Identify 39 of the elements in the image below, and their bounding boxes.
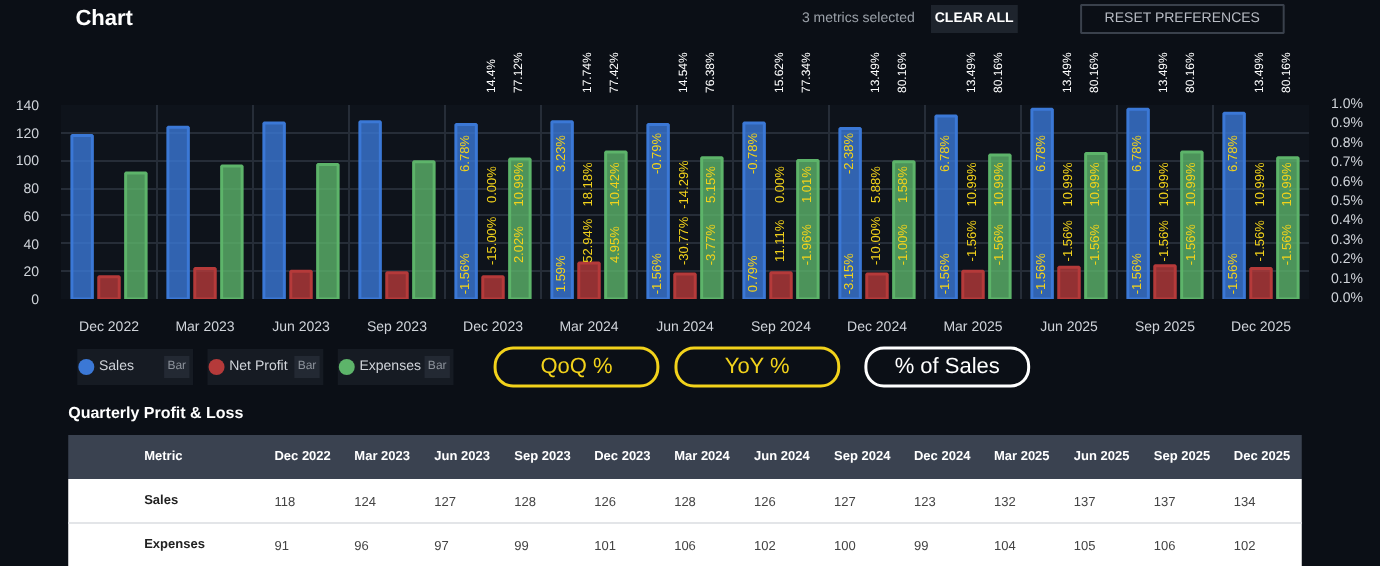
bar [289, 269, 313, 299]
bar [577, 261, 601, 299]
bar [385, 271, 409, 299]
bar [262, 121, 286, 299]
bar [412, 160, 436, 299]
bar [550, 120, 574, 299]
bar [454, 122, 478, 299]
bar [193, 267, 217, 299]
bar [124, 171, 148, 299]
bar [220, 164, 244, 299]
bar [481, 275, 505, 299]
bar [892, 160, 916, 299]
bar [166, 125, 190, 299]
bar [646, 122, 670, 299]
bar [604, 150, 628, 299]
text: % of Sales [894, 355, 1001, 379]
bar [1249, 267, 1273, 299]
bar [316, 163, 340, 299]
bar [1057, 265, 1081, 299]
bar [742, 121, 766, 299]
bar [796, 158, 820, 299]
bar [865, 272, 889, 299]
bar [673, 272, 697, 299]
bar [769, 271, 793, 299]
text: Quarterly Profit & Loss [68, 404, 245, 422]
bar [838, 127, 862, 299]
bar [70, 133, 94, 299]
bar [961, 269, 985, 299]
bar [1222, 111, 1246, 299]
text: YoY % [724, 355, 791, 379]
bar [1153, 264, 1177, 299]
bar [1126, 107, 1150, 299]
text: QoQ % [540, 355, 613, 379]
bar [700, 156, 724, 299]
bar [358, 120, 382, 299]
bar [1030, 107, 1054, 299]
chart-title: Chart [75, 7, 134, 31]
bar [97, 275, 121, 299]
bar [934, 114, 958, 299]
